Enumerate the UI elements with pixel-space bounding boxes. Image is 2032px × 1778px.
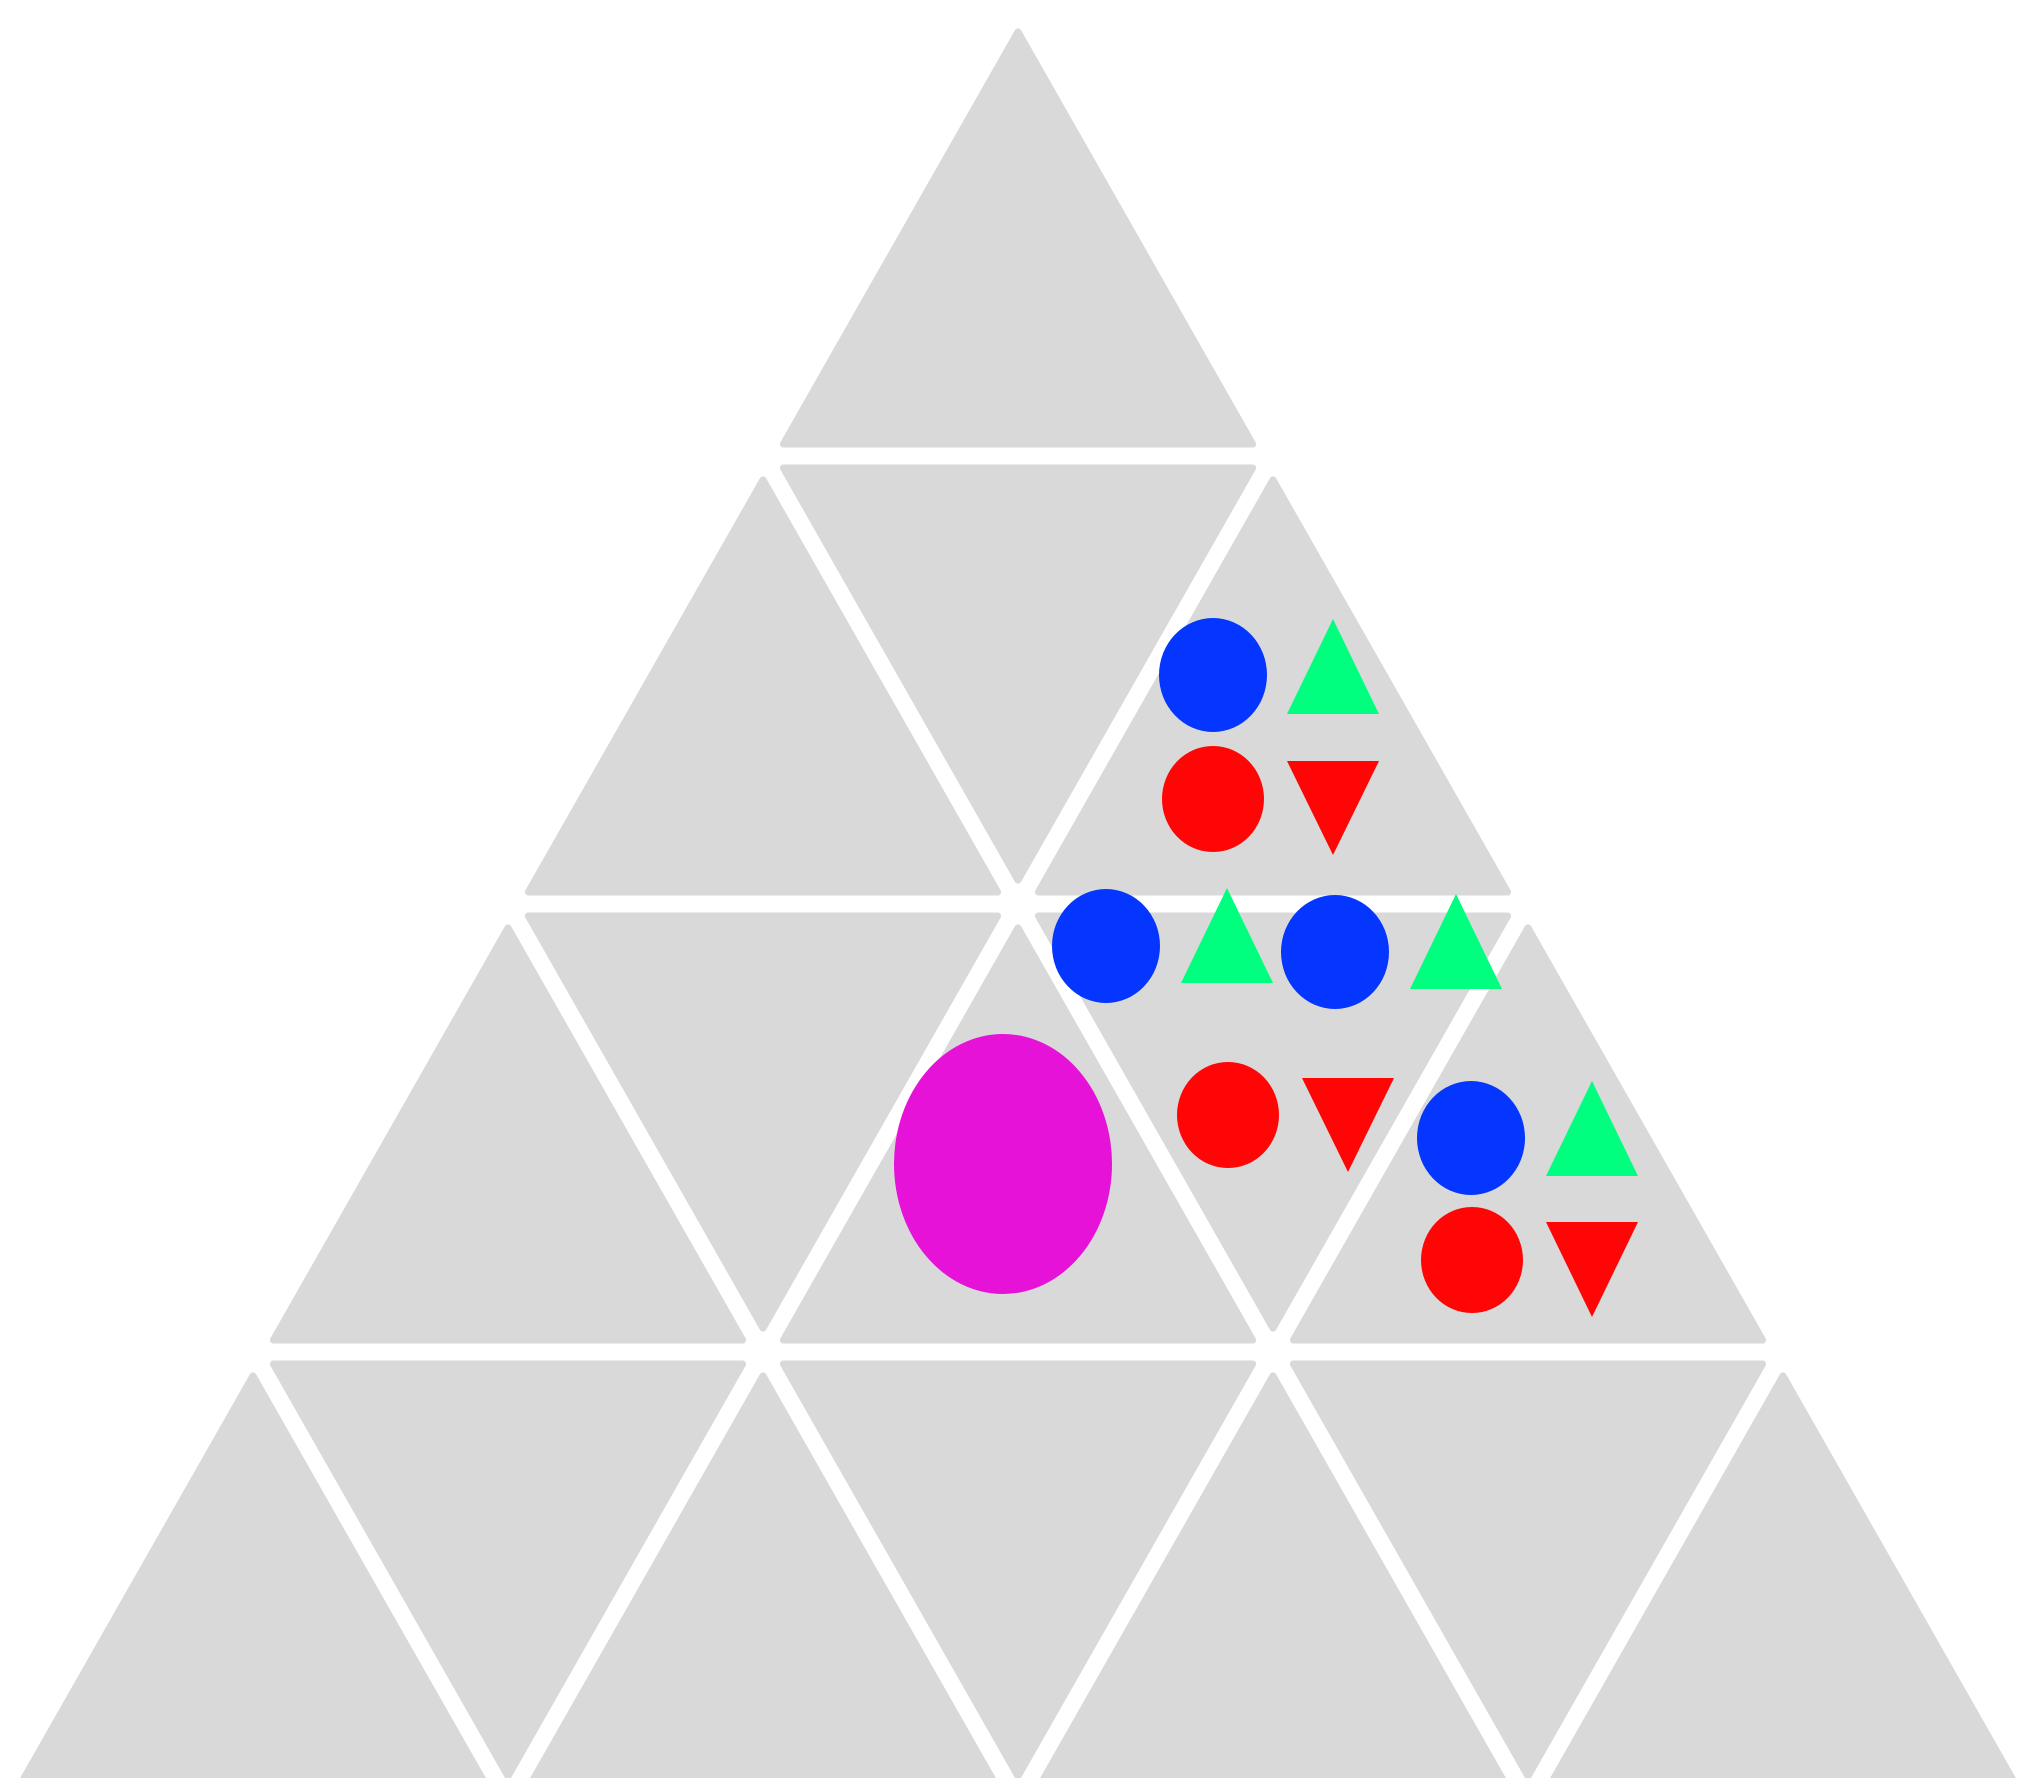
- tile-grid: [18, 28, 2017, 1778]
- red-circle-piece[interactable]: [1162, 746, 1264, 852]
- magenta-large-circle-piece[interactable]: [894, 1034, 1112, 1294]
- tile-row4-up-2[interactable]: [528, 1372, 997, 1778]
- piece-layer: [894, 618, 1638, 1317]
- red-circle-piece[interactable]: [1421, 1207, 1523, 1313]
- tile-row2-down-1[interactable]: [779, 464, 1257, 884]
- tile-row1-up-1[interactable]: [779, 28, 1257, 448]
- tile-row4-down-1[interactable]: [269, 1360, 747, 1778]
- tile-row4-down-3[interactable]: [1289, 1360, 1767, 1778]
- tile-row3-up-3[interactable]: [1289, 924, 1767, 1344]
- green-triangle-piece[interactable]: [1546, 1081, 1638, 1176]
- red-circle-piece[interactable]: [1177, 1062, 1279, 1168]
- tile-row4-up-1[interactable]: [18, 1372, 487, 1778]
- blue-circle-piece[interactable]: [1417, 1081, 1525, 1195]
- red-triangle-down-piece[interactable]: [1546, 1222, 1638, 1317]
- red-triangle-down-piece[interactable]: [1287, 761, 1379, 855]
- blue-circle-piece[interactable]: [1281, 895, 1389, 1009]
- tile-row2-up-2[interactable]: [1034, 476, 1512, 896]
- blue-circle-piece[interactable]: [1052, 889, 1160, 1003]
- tile-row3-up-1[interactable]: [269, 924, 747, 1344]
- red-triangle-down-piece[interactable]: [1302, 1078, 1394, 1172]
- green-triangle-piece[interactable]: [1410, 894, 1502, 989]
- tile-row4-up-4[interactable]: [1548, 1372, 2017, 1778]
- tile-row4-up-3[interactable]: [1038, 1372, 1507, 1778]
- tile-row2-up-1[interactable]: [524, 476, 1002, 896]
- tile-row4-down-2[interactable]: [779, 1360, 1257, 1778]
- blue-circle-piece[interactable]: [1159, 618, 1267, 732]
- green-triangle-piece[interactable]: [1287, 619, 1379, 714]
- tile-row3-down-1[interactable]: [524, 912, 1002, 1332]
- green-triangle-piece[interactable]: [1181, 888, 1273, 983]
